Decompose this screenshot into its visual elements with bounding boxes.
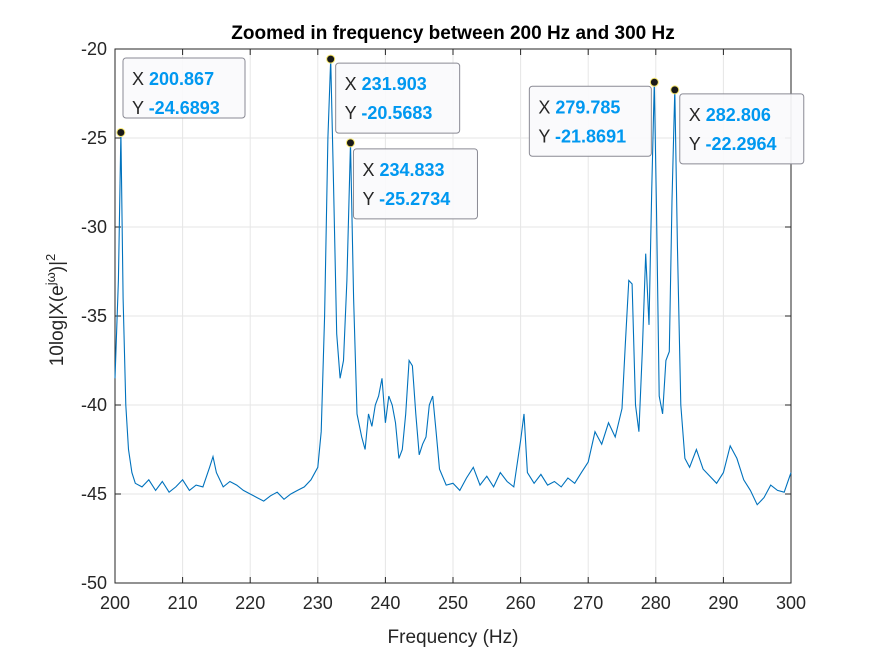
- datatip-x-value: 279.785: [555, 97, 620, 117]
- datatip-y-value: -24.6893: [149, 98, 220, 118]
- datatip-marker[interactable]: [326, 54, 336, 64]
- datatip-box: [335, 62, 461, 134]
- datatip-y-label: Y: [689, 134, 706, 154]
- datatip-y-value: -22.2964: [705, 134, 776, 154]
- y-tick-labels: -50 -45 -40 -35 -30 -25 -20: [81, 39, 107, 593]
- datatip-x-label: X: [345, 74, 362, 94]
- datatip-y-row: Y -21.8691: [538, 126, 626, 146]
- datatip-marker[interactable]: [670, 85, 680, 95]
- datatip-box: [352, 148, 478, 220]
- x-tick-label: 240: [370, 593, 400, 613]
- y-axis-label: 10log|X(ejω)|2: [43, 254, 68, 367]
- datatip-y-row: Y -25.2734: [362, 189, 450, 209]
- x-tick-label: 290: [708, 593, 738, 613]
- datatip-x-value: 282.806: [706, 105, 771, 125]
- x-tick-label: 210: [168, 593, 198, 613]
- datatip-y-row: Y -22.2964: [689, 134, 777, 154]
- datatip-x-value: 231.903: [362, 74, 427, 94]
- datatip-x-value: 234.833: [379, 160, 444, 180]
- x-tick-label: 230: [303, 593, 333, 613]
- y-axis-label-close: )|: [47, 261, 68, 272]
- datatip-x-label: X: [538, 97, 555, 117]
- datatip-x-row: X 282.806: [689, 105, 771, 125]
- chart-title: Zoomed in frequency between 200 Hz and 3…: [231, 23, 674, 44]
- x-tick-label: 270: [573, 593, 603, 613]
- datatip-x-row: X 234.833: [362, 160, 444, 180]
- datatip-x-label: X: [362, 160, 379, 180]
- y-tick-label: -50: [81, 573, 107, 593]
- y-tick-label: -25: [81, 128, 107, 148]
- datatip-y-row: Y -20.5683: [345, 103, 433, 123]
- axis-ticks: [114, 48, 792, 584]
- datatip-x-label: X: [132, 69, 149, 89]
- y-tick-label: -45: [81, 484, 107, 504]
- x-tick-label: 250: [438, 593, 468, 613]
- datatip-marker[interactable]: [116, 127, 126, 137]
- x-tick-label: 300: [776, 593, 806, 613]
- y-axis-label-main: 10log|X(e: [47, 285, 68, 366]
- datatip-box: [528, 85, 652, 157]
- datatip-x-value: 200.867: [149, 69, 214, 89]
- datatip-x-row: X 200.867: [132, 69, 214, 89]
- datatip-x-row: X 279.785: [538, 97, 620, 117]
- y-tick-label: -30: [81, 217, 107, 237]
- datatip-box: [679, 93, 805, 165]
- x-tick-label: 260: [506, 593, 536, 613]
- datatip-x-label: X: [689, 105, 706, 125]
- y-tick-label: -20: [81, 39, 107, 59]
- datatip-y-row: Y -24.6893: [132, 98, 220, 118]
- x-tick-label: 200: [100, 593, 130, 613]
- x-tick-label: 280: [641, 593, 671, 613]
- x-axis-label: Frequency (Hz): [388, 627, 519, 648]
- datatip-y-label: Y: [362, 189, 379, 209]
- x-tick-labels: 200 210 220 230 240 250 260 270 280 290 300: [100, 593, 806, 613]
- series-line: [114, 59, 792, 506]
- datatip-x-row: X 231.903: [345, 74, 427, 94]
- datatip-box: [122, 57, 246, 119]
- datatip-y-label: Y: [132, 98, 149, 118]
- y-tick-label: -35: [81, 306, 107, 326]
- datatip-y-value: -25.2734: [379, 189, 450, 209]
- datatip-y-label: Y: [538, 126, 555, 146]
- datatip-marker[interactable]: [345, 138, 355, 148]
- datatip-marker[interactable]: [649, 77, 659, 87]
- x-tick-label: 220: [235, 593, 265, 613]
- y-axis-label-power: 2: [43, 254, 58, 261]
- datatip-y-value: -20.5683: [361, 103, 432, 123]
- datatip-y-label: Y: [345, 103, 362, 123]
- y-axis-label-superscript: jω: [43, 272, 58, 286]
- y-tick-label: -40: [81, 395, 107, 415]
- datatip-y-value: -21.8691: [555, 126, 626, 146]
